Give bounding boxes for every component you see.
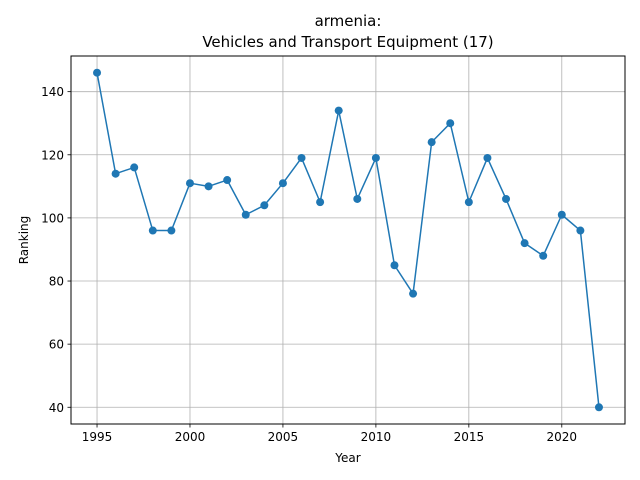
x-axis-label: Year xyxy=(334,451,360,465)
data-point xyxy=(130,163,139,172)
data-point xyxy=(334,106,343,115)
x-tick-label: 2015 xyxy=(454,430,485,444)
data-point xyxy=(148,226,157,235)
data-point xyxy=(316,198,325,207)
y-tick-label: 140 xyxy=(41,85,64,99)
chart-title-line2: Vehicles and Transport Equipment (17) xyxy=(202,33,493,51)
data-point xyxy=(297,153,306,162)
data-point xyxy=(483,153,492,162)
data-point xyxy=(167,226,176,235)
data-point xyxy=(557,210,566,219)
data-point xyxy=(353,194,362,203)
y-tick-label: 60 xyxy=(49,338,64,352)
data-point xyxy=(371,153,380,162)
data-point xyxy=(278,179,287,188)
data-point xyxy=(93,68,102,77)
data-point xyxy=(464,198,473,207)
data-point xyxy=(260,201,269,210)
data-point xyxy=(111,169,120,178)
data-point xyxy=(390,261,399,270)
data-point xyxy=(520,239,529,248)
data-point xyxy=(204,182,213,191)
data-point xyxy=(446,119,455,128)
data-point xyxy=(576,226,585,235)
y-tick-label: 80 xyxy=(49,275,64,289)
y-axis-label: Ranking xyxy=(17,216,31,265)
plot-frame xyxy=(70,55,626,425)
y-tick-label: 40 xyxy=(49,401,64,415)
y-tick-label: 120 xyxy=(41,148,64,162)
y-axis-ticks: 40 60 80 100 120 140 xyxy=(41,85,71,415)
chart-title-line1: armenia: xyxy=(315,12,382,30)
y-tick-label: 100 xyxy=(41,211,64,225)
x-tick-label: 2005 xyxy=(268,430,299,444)
data-point xyxy=(185,179,194,188)
x-tick-label: 1995 xyxy=(82,430,113,444)
data-point xyxy=(594,403,603,412)
x-tick-label: 2000 xyxy=(175,430,206,444)
x-axis-ticks: 1995 2000 2005 2010 2015 2020 xyxy=(82,424,577,444)
series-layer xyxy=(93,68,603,412)
data-point xyxy=(409,289,418,298)
data-point xyxy=(427,138,436,147)
data-point xyxy=(241,210,250,219)
data-point xyxy=(539,251,548,260)
data-point xyxy=(223,176,232,185)
data-point xyxy=(502,194,511,203)
series-line xyxy=(96,72,600,408)
x-tick-label: 2010 xyxy=(361,430,392,444)
x-tick-label: 2020 xyxy=(547,430,578,444)
